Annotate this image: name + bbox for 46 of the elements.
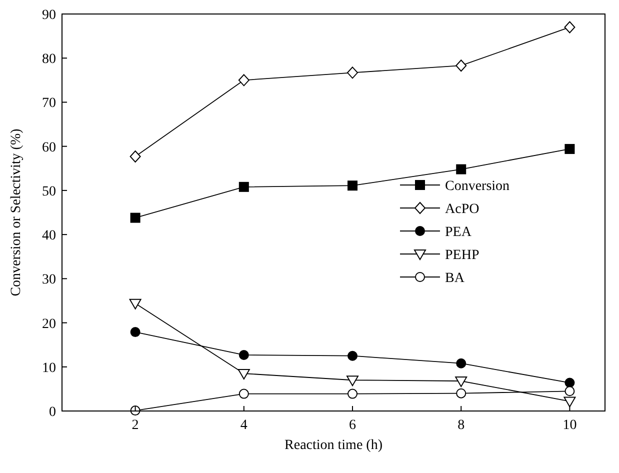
point <box>348 180 358 191</box>
point <box>348 388 358 399</box>
point <box>129 298 142 310</box>
x-tick-label: 10 <box>562 418 577 433</box>
point <box>130 212 140 223</box>
point <box>564 396 576 408</box>
x-tick-label: 4 <box>240 418 248 433</box>
y-tick-label: 70 <box>42 96 56 112</box>
x-axis-title: Reaction time (h) <box>284 438 383 453</box>
point <box>348 350 358 361</box>
point <box>238 369 250 380</box>
x-tick-label: 6 <box>349 418 356 433</box>
point <box>130 327 140 338</box>
point <box>346 376 359 386</box>
point <box>456 358 466 368</box>
y-axis-title: Conversion or Selectivity (%) <box>9 128 24 296</box>
legend-label: PEA <box>445 225 472 240</box>
point <box>456 60 467 72</box>
point <box>564 378 575 388</box>
x-tick-label: 8 <box>458 418 465 433</box>
x-tick-label: 2 <box>132 418 139 433</box>
y-tick-label: 60 <box>42 140 56 156</box>
point <box>455 376 468 388</box>
point <box>238 388 249 399</box>
y-tick-label: 40 <box>42 228 56 244</box>
y-tick-label: 90 <box>42 8 56 23</box>
y-tick-label: 30 <box>42 272 56 288</box>
point <box>238 350 249 360</box>
legend-label: AcPO <box>445 202 480 217</box>
legend-label: Conversion <box>445 179 510 194</box>
y-tick-label: 10 <box>42 360 56 376</box>
point <box>130 150 141 162</box>
legend-label: PEHP <box>445 248 480 263</box>
y-tick-label: 20 <box>42 316 56 332</box>
point <box>456 164 466 174</box>
point <box>238 182 249 192</box>
point <box>238 74 250 86</box>
point <box>564 21 576 34</box>
point <box>564 386 575 396</box>
point <box>564 144 575 154</box>
y-tick-label: 0 <box>49 405 56 420</box>
y-tick-label: 50 <box>42 184 56 200</box>
point <box>456 388 466 398</box>
legend-label: BA <box>445 271 466 286</box>
point <box>347 66 358 79</box>
y-tick-label: 80 <box>42 52 56 68</box>
